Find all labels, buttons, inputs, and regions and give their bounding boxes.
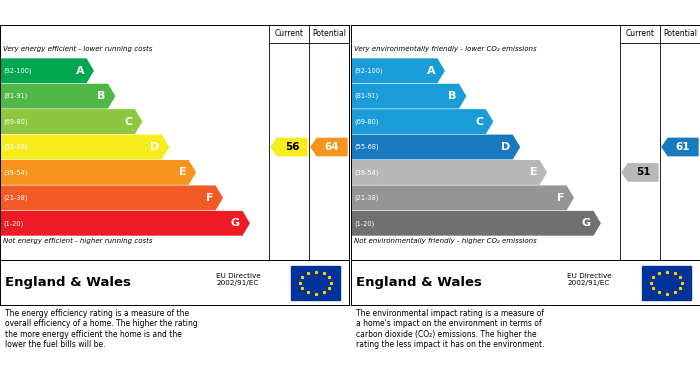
Polygon shape: [0, 161, 195, 184]
Text: 51: 51: [636, 167, 650, 178]
Text: 56: 56: [285, 142, 300, 152]
Text: Not environmentally friendly - higher CO₂ emissions: Not environmentally friendly - higher CO…: [354, 238, 537, 244]
Text: G: G: [582, 218, 591, 228]
Text: C: C: [125, 117, 132, 127]
Polygon shape: [351, 212, 600, 235]
Text: Current: Current: [626, 29, 655, 38]
Polygon shape: [0, 84, 115, 108]
Text: Very energy efficient - lower running costs: Very energy efficient - lower running co…: [3, 46, 153, 52]
Text: D: D: [150, 142, 160, 152]
Text: Current: Current: [274, 29, 304, 38]
Text: (1-20): (1-20): [354, 220, 374, 226]
Text: Energy Efficiency Rating: Energy Efficiency Rating: [6, 8, 150, 18]
Text: (69-80): (69-80): [354, 118, 379, 125]
Text: Very environmentally friendly - lower CO₂ emissions: Very environmentally friendly - lower CO…: [354, 46, 537, 52]
Text: (1-20): (1-20): [3, 220, 23, 226]
Text: E: E: [530, 167, 538, 178]
Text: G: G: [231, 218, 240, 228]
Text: The environmental impact rating is a measure of
a home's impact on the environme: The environmental impact rating is a mea…: [356, 309, 545, 349]
Text: (92-100): (92-100): [354, 68, 383, 74]
Text: Potential: Potential: [663, 29, 697, 38]
Text: England & Wales: England & Wales: [356, 276, 482, 289]
Polygon shape: [351, 161, 546, 184]
Text: Environmental Impact (CO₂) Rating: Environmental Impact (CO₂) Rating: [357, 8, 564, 18]
Text: B: B: [448, 91, 456, 101]
Text: 64: 64: [325, 142, 340, 152]
Polygon shape: [351, 84, 466, 108]
Text: (55-68): (55-68): [354, 144, 379, 150]
Text: (92-100): (92-100): [3, 68, 31, 74]
Text: (81-91): (81-91): [3, 93, 27, 99]
Bar: [291, 266, 340, 300]
Polygon shape: [351, 110, 493, 133]
Text: A: A: [426, 66, 435, 76]
Polygon shape: [0, 59, 93, 83]
Polygon shape: [351, 135, 519, 159]
Polygon shape: [351, 186, 573, 210]
Polygon shape: [0, 110, 141, 133]
Polygon shape: [622, 164, 658, 181]
Text: England & Wales: England & Wales: [5, 276, 131, 289]
Polygon shape: [351, 59, 444, 83]
Text: C: C: [475, 117, 484, 127]
Text: (69-80): (69-80): [3, 118, 27, 125]
Text: The energy efficiency rating is a measure of the
overall efficiency of a home. T: The energy efficiency rating is a measur…: [5, 309, 197, 349]
Text: A: A: [76, 66, 84, 76]
Text: Not energy efficient - higher running costs: Not energy efficient - higher running co…: [3, 238, 153, 244]
Text: (21-38): (21-38): [354, 195, 379, 201]
Text: E: E: [178, 167, 186, 178]
Text: 61: 61: [676, 142, 690, 152]
Polygon shape: [0, 212, 249, 235]
Polygon shape: [662, 138, 698, 156]
Text: EU Directive
2002/91/EC: EU Directive 2002/91/EC: [216, 273, 261, 285]
Text: F: F: [206, 193, 214, 203]
Text: (39-54): (39-54): [3, 169, 27, 176]
Bar: [643, 266, 692, 300]
Polygon shape: [271, 138, 307, 156]
Text: (21-38): (21-38): [3, 195, 27, 201]
Text: (81-91): (81-91): [354, 93, 378, 99]
Text: (55-68): (55-68): [3, 144, 27, 150]
Text: D: D: [501, 142, 510, 152]
Polygon shape: [311, 138, 347, 156]
Text: Potential: Potential: [312, 29, 346, 38]
Text: EU Directive
2002/91/EC: EU Directive 2002/91/EC: [568, 273, 612, 285]
Text: F: F: [556, 193, 564, 203]
Text: (39-54): (39-54): [354, 169, 379, 176]
Text: B: B: [97, 91, 106, 101]
Polygon shape: [0, 135, 169, 159]
Polygon shape: [0, 186, 222, 210]
